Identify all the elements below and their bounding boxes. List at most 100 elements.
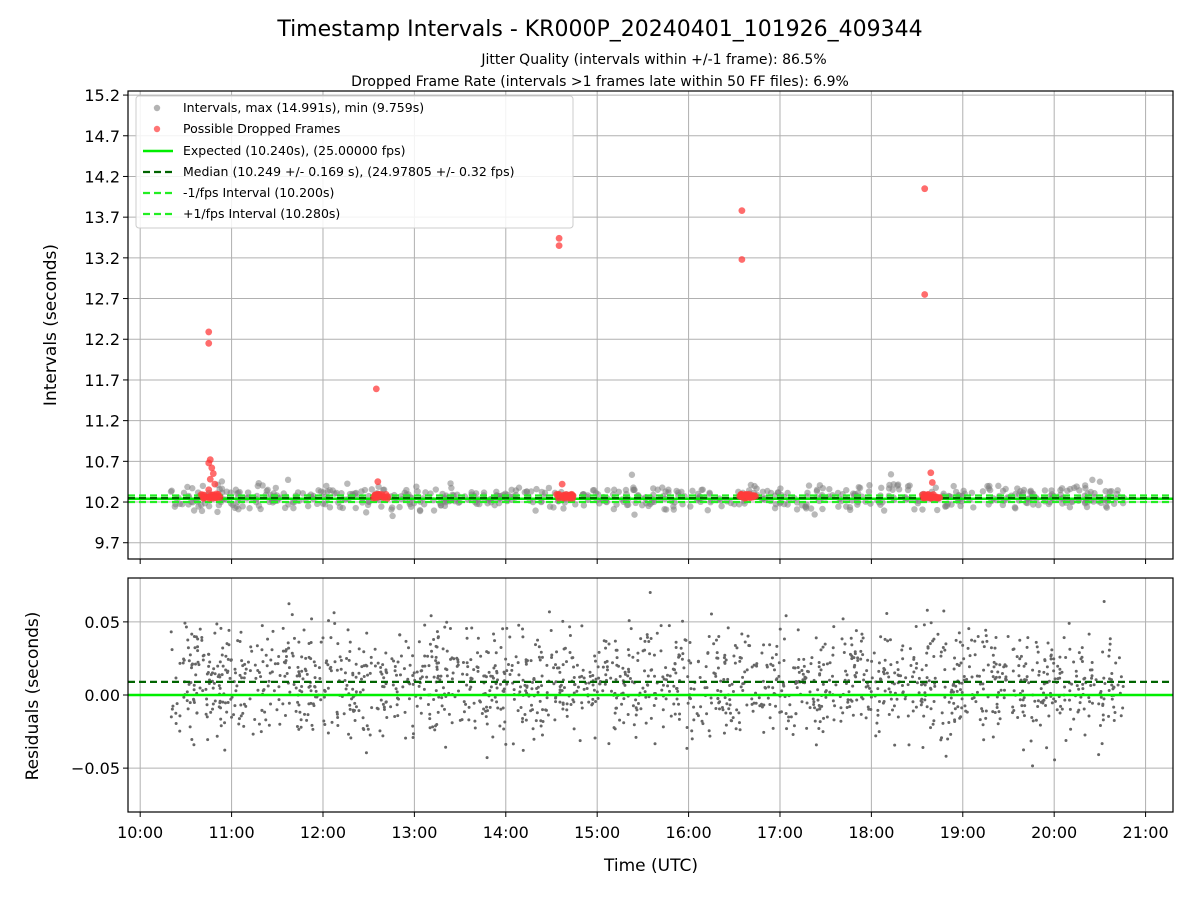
- residual-point: [512, 697, 516, 701]
- residual-point: [402, 667, 406, 671]
- residual-point: [1022, 748, 1026, 752]
- dropped-frame-point: [738, 207, 746, 215]
- residual-point: [485, 705, 489, 709]
- residual-point: [859, 657, 863, 661]
- residual-point: [896, 673, 900, 677]
- residual-point: [1099, 695, 1103, 699]
- residual-point: [436, 710, 440, 714]
- residual-point: [529, 659, 533, 663]
- residual-point: [954, 638, 958, 642]
- residual-point: [996, 722, 1000, 726]
- residual-point: [415, 670, 419, 674]
- residual-point: [535, 711, 539, 715]
- residual-point: [620, 702, 624, 706]
- residual-point: [212, 667, 216, 671]
- residual-point: [219, 717, 223, 721]
- residual-point: [1002, 665, 1006, 669]
- residual-point: [569, 702, 573, 706]
- residual-point: [434, 655, 438, 659]
- residual-point: [536, 690, 540, 694]
- residual-point: [345, 683, 349, 687]
- residual-point: [832, 718, 836, 722]
- residual-point: [1026, 636, 1030, 640]
- residual-point: [627, 653, 631, 657]
- residual-point: [1090, 701, 1094, 705]
- dropped-frame-point: [197, 491, 205, 498]
- residual-point: [260, 648, 264, 652]
- residual-point: [568, 633, 572, 637]
- residual-point: [297, 727, 301, 731]
- residual-point: [846, 700, 850, 704]
- residual-point: [504, 657, 508, 661]
- residual-point: [708, 734, 712, 738]
- residual-point: [390, 657, 394, 661]
- residual-point: [991, 653, 995, 657]
- residual-point: [281, 649, 285, 653]
- interval-point: [807, 505, 815, 512]
- residual-point: [555, 650, 559, 654]
- residual-point: [283, 674, 287, 678]
- residual-point: [485, 756, 489, 760]
- residual-point: [1000, 672, 1004, 676]
- dropped-frame-point: [209, 470, 217, 477]
- residual-point: [207, 652, 211, 656]
- residual-point: [540, 655, 544, 659]
- residual-point: [850, 654, 854, 658]
- residual-point: [326, 731, 330, 735]
- residual-point: [634, 735, 638, 739]
- residual-point: [621, 666, 625, 670]
- residual-point: [301, 677, 305, 681]
- residual-point: [207, 664, 211, 668]
- residual-point: [883, 658, 887, 662]
- residual-point: [998, 675, 1002, 679]
- residual-point: [531, 727, 535, 731]
- residual-point: [796, 628, 800, 632]
- residual-point: [726, 677, 730, 681]
- residual-point: [565, 708, 569, 712]
- residual-point: [859, 712, 863, 716]
- residual-point: [828, 690, 832, 694]
- residual-point: [679, 646, 683, 650]
- residual-point: [278, 673, 282, 677]
- residual-point: [521, 635, 525, 639]
- residual-point: [738, 659, 742, 663]
- dropped-frame-point: [745, 493, 752, 501]
- residual-point: [205, 715, 209, 719]
- residual-point: [722, 678, 726, 682]
- residual-point: [292, 683, 296, 687]
- residual-point: [498, 724, 502, 728]
- residual-point: [741, 675, 745, 679]
- residual-point: [908, 647, 912, 651]
- residual-point: [843, 642, 847, 646]
- residual-point: [196, 645, 200, 649]
- residual-point: [1114, 661, 1118, 665]
- residual-point: [434, 724, 438, 728]
- residual-point: [429, 614, 433, 618]
- interval-point: [1096, 478, 1104, 485]
- residual-point: [230, 715, 234, 719]
- residual-point: [306, 713, 310, 717]
- residual-point: [731, 690, 735, 694]
- residual-point: [524, 660, 528, 664]
- residual-point: [228, 676, 232, 680]
- residual-point: [677, 717, 681, 721]
- residual-point: [673, 712, 677, 716]
- residual-point: [186, 707, 190, 711]
- residual-point: [557, 666, 561, 670]
- residual-point: [603, 682, 607, 686]
- residual-point: [255, 644, 259, 648]
- residual-point: [423, 654, 427, 658]
- residual-point: [641, 686, 645, 690]
- residual-point: [1097, 702, 1101, 706]
- residual-point: [707, 635, 711, 639]
- dropped-frame-point: [558, 480, 566, 488]
- residual-point: [834, 683, 838, 687]
- residual-point: [415, 704, 419, 708]
- residual-point: [188, 653, 192, 657]
- interval-point: [615, 488, 622, 496]
- residual-point: [674, 640, 678, 644]
- residual-point: [442, 707, 446, 711]
- residual-point: [690, 737, 694, 741]
- residual-point: [456, 658, 460, 662]
- residual-point: [591, 683, 595, 687]
